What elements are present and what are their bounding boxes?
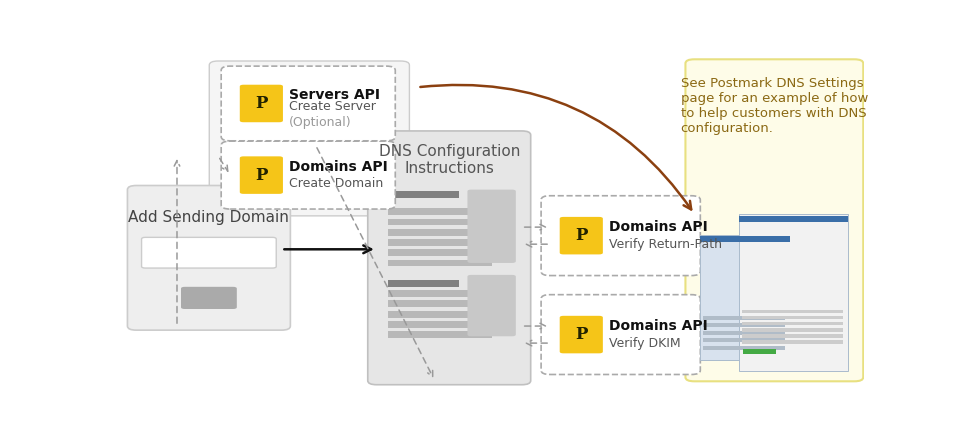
FancyBboxPatch shape [128, 186, 290, 330]
Text: P: P [255, 167, 268, 183]
Text: Create Server: Create Server [289, 101, 375, 113]
Bar [388, 331, 492, 338]
Bar [388, 229, 492, 236]
Bar [388, 260, 492, 266]
Bar [388, 311, 492, 318]
FancyBboxPatch shape [240, 85, 283, 122]
Text: See Postmark DNS Settings
page for an example of how
to help customers with DNS
: See Postmark DNS Settings page for an ex… [681, 77, 868, 135]
Text: Verify DKIM: Verify DKIM [609, 337, 681, 350]
FancyBboxPatch shape [221, 141, 396, 209]
Text: Verify Return-Path: Verify Return-Path [609, 238, 722, 251]
Text: DNS Configuration
Instructions: DNS Configuration Instructions [378, 144, 520, 176]
Bar [388, 208, 492, 215]
FancyBboxPatch shape [368, 131, 531, 385]
FancyBboxPatch shape [141, 237, 276, 268]
Text: Add Sending Domain: Add Sending Domain [129, 210, 289, 225]
Bar [701, 235, 790, 360]
Bar [388, 191, 459, 198]
Bar [704, 331, 785, 335]
Text: P: P [575, 326, 588, 343]
Bar [704, 323, 785, 327]
FancyBboxPatch shape [541, 295, 700, 374]
Bar [742, 340, 844, 344]
Bar [388, 239, 492, 246]
Bar [742, 316, 844, 319]
Bar [742, 328, 844, 331]
Bar [742, 334, 844, 338]
Bar [388, 321, 492, 328]
Bar [742, 322, 844, 325]
Bar [704, 316, 785, 320]
FancyBboxPatch shape [560, 217, 603, 254]
FancyBboxPatch shape [560, 316, 603, 354]
FancyBboxPatch shape [221, 66, 396, 141]
FancyBboxPatch shape [541, 196, 700, 276]
FancyBboxPatch shape [181, 287, 237, 309]
FancyArrowPatch shape [420, 85, 691, 210]
Bar [388, 249, 492, 256]
Bar [704, 338, 785, 342]
Text: P: P [255, 95, 268, 112]
Bar [388, 218, 492, 225]
Bar [388, 290, 492, 297]
Text: Domains API: Domains API [609, 319, 708, 333]
Bar [388, 300, 492, 307]
Bar [388, 280, 459, 287]
FancyBboxPatch shape [209, 61, 409, 216]
Text: P: P [575, 227, 588, 244]
Bar [701, 236, 790, 242]
Text: Domains API: Domains API [289, 159, 388, 174]
FancyBboxPatch shape [468, 275, 516, 336]
Text: Domains API: Domains API [609, 220, 708, 234]
Bar [739, 216, 848, 222]
Bar [742, 310, 844, 313]
Text: Servers API: Servers API [289, 88, 380, 102]
FancyBboxPatch shape [240, 156, 283, 194]
Bar [739, 214, 848, 371]
FancyBboxPatch shape [468, 190, 516, 263]
Bar [704, 346, 785, 350]
Text: Create Domain: Create Domain [289, 177, 383, 190]
FancyBboxPatch shape [685, 59, 863, 381]
Bar [743, 349, 776, 354]
Text: (Optional): (Optional) [289, 116, 351, 129]
